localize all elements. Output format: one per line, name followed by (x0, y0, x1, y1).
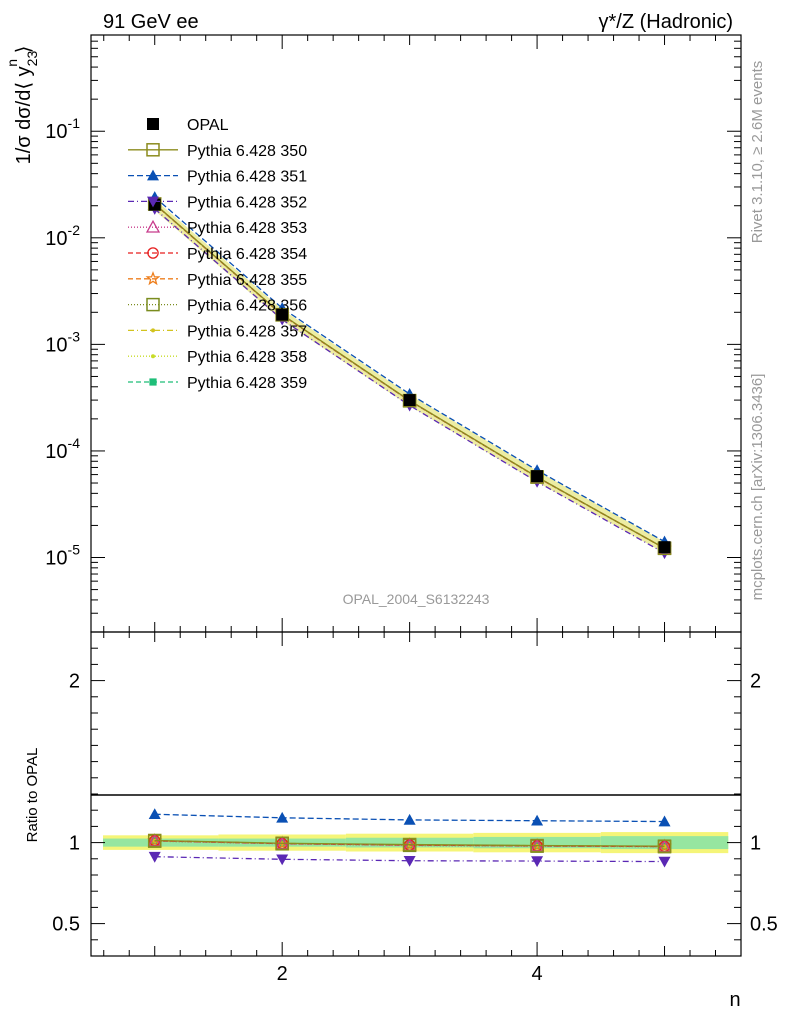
ratio-y-tick-label-right: 1 (750, 833, 761, 855)
ratio-y-tick-label-left: 0.5 (52, 914, 80, 936)
ratio-data-point-marker (657, 839, 672, 853)
legend-label: Pythia 6.428 357 (187, 323, 307, 340)
ratio-data-point-marker (662, 844, 667, 849)
ratio-series-pythia-6-428-350 (147, 833, 672, 853)
ratio-series-pythia-6-428-352 (148, 851, 671, 868)
main-y-tick-label: 10-1 (45, 115, 80, 143)
main-y-tick-label: 10-2 (45, 222, 80, 250)
header-left-label: 91 GeV ee (103, 11, 199, 33)
legend-entry: OPAL (147, 117, 229, 134)
main-y-tick-label: 10-3 (45, 328, 80, 356)
legend-marker (145, 219, 161, 233)
ratio-y-tick-label-left: 2 (69, 671, 80, 693)
analysis-watermark: OPAL_2004_S6132243 (343, 591, 490, 607)
legend-marker (151, 328, 155, 333)
legend-marker (147, 196, 159, 208)
side-label-rivet: Rivet 3.1.10, ≥ 2.6M events (749, 61, 766, 244)
legend-entry: Pythia 6.428 350 (128, 143, 307, 160)
main-y-tick-label: 10-4 (45, 435, 80, 463)
legend-entry: Pythia 6.428 355 (128, 270, 307, 289)
main-axis-ticks (91, 34, 742, 633)
ratio-data-point-marker (531, 814, 544, 826)
ratio-data-point-marker (531, 856, 544, 868)
legend-entry: Pythia 6.428 359 (128, 375, 307, 392)
legend-entry: Pythia 6.428 352 (128, 194, 307, 211)
ratio-data-point-marker (402, 837, 417, 852)
legend-label: OPAL (187, 117, 229, 134)
ratio-data-point-marker (530, 838, 544, 853)
legend-marker (147, 247, 159, 259)
legend-marker (146, 143, 160, 157)
data-point-marker (276, 308, 289, 321)
main-y-tick-label: 10-5 (45, 542, 80, 570)
main-y-axis-title: 1/σ dσ/d⟨ y23n ⟩ (4, 46, 40, 165)
ratio-data-point-marker (276, 854, 289, 866)
header-right-label: γ*/Z (Hadronic) (599, 11, 733, 33)
data-point-marker (658, 541, 671, 554)
legend-entry: Pythia 6.428 353 (128, 219, 307, 237)
data-point-marker (531, 470, 544, 483)
legend-label: Pythia 6.428 356 (187, 298, 307, 315)
legend-marker (145, 270, 161, 286)
ratio-data-point-marker (658, 815, 671, 827)
ratio-data-point-marker (275, 836, 289, 850)
ratio-y-tick-label-right: 2 (750, 671, 761, 693)
legend-label: Pythia 6.428 353 (187, 220, 307, 237)
legend-entry: Pythia 6.428 356 (128, 298, 307, 315)
legend-marker (149, 378, 157, 386)
ratio-data-point-marker (658, 856, 671, 868)
ratio-y-tick-label-left: 1 (69, 833, 80, 855)
ratio-y-axis-title: Ratio to OPAL (24, 748, 41, 843)
ratio-data-point-marker (403, 855, 416, 867)
main-y-tick-labels: 10-5 10-4 10-3 10-2 10-1 (45, 115, 80, 569)
side-label-mcplots: mcplots.cern.ch [arXiv:1306.3436] (749, 374, 766, 601)
legend-marker (147, 169, 159, 181)
ratio-data-point-marker (403, 813, 416, 825)
ratio-x-tick-label: 2 (277, 963, 288, 985)
series-line (154, 196, 665, 543)
data-point-marker (403, 394, 416, 407)
ratio-series-line (154, 839, 665, 847)
legend-label: Pythia 6.428 354 (187, 246, 307, 263)
ratio-x-tick-label: 4 (532, 963, 543, 985)
legend-label: Pythia 6.428 358 (187, 349, 307, 366)
ratio-plot-frame (90, 631, 742, 957)
ratio-data-point-marker (148, 808, 161, 820)
svg-text:1/σ dσ/d⟨ y23n ⟩: 1/σ dσ/d⟨ y23n ⟩ (4, 46, 40, 165)
main-uncertainty-band (154, 199, 665, 554)
main-series-group (147, 191, 672, 560)
legend-entry: Pythia 6.428 357 (128, 323, 307, 340)
ratio-data-point-marker (276, 811, 289, 823)
legend-label: Pythia 6.428 359 (187, 375, 307, 392)
legend-label: Pythia 6.428 351 (187, 169, 307, 186)
legend-marker (147, 118, 159, 130)
main-plot-panel: 10-5 10-4 10-3 10-2 10-1 1/σ dσ/d⟨ y23n ⟩ OP… (4, 34, 742, 633)
ratio-y-tick-labels: 0.5 0.5 1 1 2 2 (52, 671, 778, 936)
legend-label: Pythia 6.428 350 (187, 143, 307, 160)
legend: OPAL Pythia 6.428 350 Pythia 6.428 351 Pyth… (128, 117, 307, 392)
legend-marker (151, 354, 155, 359)
ratio-y-tick-label-right: 0.5 (750, 914, 778, 936)
legend-entry: Pythia 6.428 354 (128, 246, 307, 263)
x-axis-title: n (729, 989, 740, 1011)
legend-label: Pythia 6.428 352 (187, 194, 307, 211)
ratio-data-point-marker (147, 833, 162, 848)
ratio-series-pythia-6-428-351 (148, 808, 671, 827)
legend-marker (146, 297, 160, 312)
main-data-band (154, 199, 665, 554)
legend-label: Pythia 6.428 355 (187, 272, 307, 289)
ratio-data-point-marker (148, 851, 161, 863)
legend-entry: Pythia 6.428 358 (128, 349, 307, 366)
ratio-series-group (147, 808, 672, 868)
legend-entry: Pythia 6.428 351 (128, 169, 307, 186)
